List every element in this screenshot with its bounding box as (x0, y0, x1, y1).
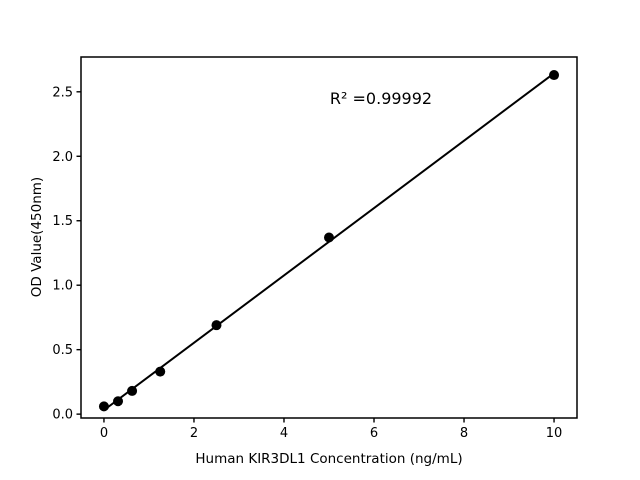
x-tick-label: 0 (100, 426, 108, 441)
data-point (113, 396, 124, 407)
y-tick-label: 2.5 (52, 85, 73, 100)
x-tick-label: 10 (546, 426, 563, 441)
y-axis-label: OD Value(450nm) (28, 176, 45, 298)
x-tick-label: 6 (370, 426, 378, 441)
x-tick-label: 2 (190, 426, 198, 441)
y-tick-label: 0.0 (52, 408, 73, 423)
data-point (211, 320, 222, 331)
x-tick-label: 4 (280, 426, 288, 441)
data-point (155, 366, 166, 377)
y-tick-label: 1.0 (52, 279, 73, 294)
data-point (324, 232, 334, 243)
y-tick-label: 2.0 (52, 150, 73, 165)
y-tick-label: 1.5 (52, 214, 73, 229)
y-tick-label: 0.5 (52, 343, 73, 358)
data-point (98, 401, 109, 412)
data-point (549, 70, 560, 81)
axes-frame (80, 56, 578, 419)
x-axis-label: Human KIR3DL1 Concentration (ng/mL) (195, 451, 463, 467)
data-point (127, 385, 138, 396)
x-tick-label: 8 (460, 426, 468, 441)
r-squared-annotation: R² =0.99992 (329, 89, 433, 108)
